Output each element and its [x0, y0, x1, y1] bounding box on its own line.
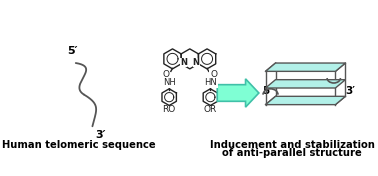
- Text: OR: OR: [204, 105, 217, 114]
- Text: HN: HN: [204, 78, 217, 87]
- Text: Human telomeric sequence: Human telomeric sequence: [2, 140, 156, 150]
- Text: of anti-parallel structure: of anti-parallel structure: [222, 148, 362, 158]
- Text: Inducement and stabilization: Inducement and stabilization: [210, 140, 375, 150]
- Text: 5′: 5′: [262, 86, 272, 96]
- Polygon shape: [265, 63, 345, 71]
- Polygon shape: [217, 79, 259, 107]
- Text: 3′: 3′: [345, 86, 355, 96]
- Text: N: N: [193, 58, 200, 67]
- Text: RO: RO: [163, 105, 176, 114]
- Polygon shape: [265, 96, 345, 105]
- Text: 5′: 5′: [67, 46, 78, 56]
- Polygon shape: [265, 80, 345, 88]
- Text: O: O: [210, 70, 217, 79]
- Text: NH: NH: [163, 78, 175, 87]
- Text: N: N: [180, 58, 187, 67]
- Text: O: O: [163, 70, 169, 79]
- Text: 3′: 3′: [96, 130, 106, 140]
